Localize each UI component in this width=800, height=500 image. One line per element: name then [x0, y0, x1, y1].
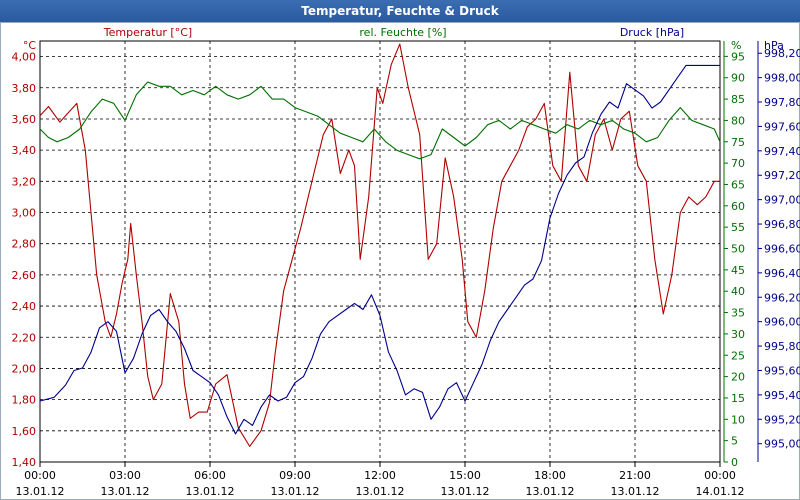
x-tick-date: 13.01.12: [356, 485, 405, 498]
pressure-tick-label: 997,40: [764, 145, 800, 158]
humidity-tick-label: 15: [731, 392, 745, 405]
temp-tick-label: 2,20: [12, 331, 37, 344]
temp-tick-label: 2,60: [12, 269, 37, 282]
x-tick-time: 15:00: [449, 469, 481, 482]
temp-tick-label: 3,80: [12, 82, 37, 95]
temp-tick-label: 1,60: [12, 425, 37, 438]
legend-temperature: Temperatur [°C]: [103, 26, 192, 39]
pressure-tick-label: 995,60: [764, 364, 800, 377]
pressure-tick-label: 996,80: [764, 218, 800, 231]
legend-pressure: Druck [hPa]: [620, 26, 684, 39]
pressure-tick-label: 997,80: [764, 96, 800, 109]
humidity-tick-label: 25: [731, 349, 745, 362]
temp-tick-label: 3,60: [12, 113, 37, 126]
temp-tick-label: 3,20: [12, 175, 37, 188]
legend-humidity: rel. Feuchte [%]: [359, 26, 446, 39]
temp-tick-label: 4,00: [12, 51, 37, 64]
humidity-tick-label: 60: [731, 200, 745, 213]
pressure-tick-label: 995,80: [764, 340, 800, 353]
x-tick-time: 18:00: [534, 469, 566, 482]
humidity-tick-label: 5: [731, 435, 738, 448]
temp-unit-label: °C: [23, 39, 37, 52]
temp-tick-label: 1,40: [12, 456, 37, 469]
x-tick-date: 14.01.12: [696, 485, 745, 498]
humidity-tick-label: 35: [731, 307, 745, 320]
humidity-line: [39, 81, 721, 160]
pressure-tick-label: 996,20: [764, 291, 800, 304]
x-tick-time: 09:00: [279, 469, 311, 482]
pressure-line: [39, 64, 720, 435]
humidity-tick-label: 20: [731, 371, 745, 384]
chart-title: Temperatur, Feuchte & Druck: [0, 0, 800, 22]
pressure-tick-label: 997,20: [764, 169, 800, 182]
humidity-unit-label: %: [731, 39, 741, 52]
temp-tick-label: 2,80: [12, 238, 37, 251]
pressure-tick-label: 998,00: [764, 72, 800, 85]
humidity-tick-label: 55: [731, 221, 745, 234]
humidity-tick-label: 10: [731, 413, 745, 426]
x-tick-time: 00:00: [24, 469, 56, 482]
pressure-tick-label: 996,60: [764, 242, 800, 255]
pressure-tick-label: 997,60: [764, 120, 800, 133]
temp-tick-label: 2,40: [12, 300, 37, 313]
x-tick-date: 13.01.12: [611, 485, 660, 498]
pressure-tick-label: 995,00: [764, 438, 800, 451]
pressure-tick-label: 996,00: [764, 316, 800, 329]
temperature-line: [39, 43, 720, 447]
x-tick-date: 13.01.12: [101, 485, 150, 498]
humidity-tick-label: 0: [731, 456, 738, 469]
x-tick-time: 00:00: [704, 469, 736, 482]
x-tick-time: 03:00: [109, 469, 141, 482]
x-tick-date: 13.01.12: [186, 485, 235, 498]
humidity-tick-label: 70: [731, 157, 745, 170]
humidity-tick-label: 80: [731, 114, 745, 127]
humidity-tick-label: 75: [731, 136, 745, 149]
pressure-unit-label: hPa: [764, 39, 784, 52]
humidity-tick-label: 40: [731, 285, 745, 298]
pressure-tick-label: 995,20: [764, 413, 800, 426]
x-tick-time: 12:00: [364, 469, 396, 482]
pressure-tick-label: 998,20: [764, 47, 800, 60]
humidity-tick-label: 50: [731, 243, 745, 256]
humidity-tick-label: 45: [731, 264, 745, 277]
humidity-tick-label: 95: [731, 50, 745, 63]
temp-tick-label: 1,80: [12, 394, 37, 407]
temp-tick-label: 3,40: [12, 144, 37, 157]
x-tick-date: 13.01.12: [526, 485, 575, 498]
humidity-tick-label: 65: [731, 178, 745, 191]
humidity-tick-label: 30: [731, 328, 745, 341]
humidity-tick-label: 85: [731, 93, 745, 106]
temp-tick-label: 3,00: [12, 207, 37, 220]
x-tick-date: 13.01.12: [271, 485, 320, 498]
x-tick-time: 21:00: [619, 469, 651, 482]
x-tick-time: 06:00: [194, 469, 226, 482]
pressure-tick-label: 997,00: [764, 194, 800, 207]
humidity-tick-label: 90: [731, 72, 745, 85]
temp-tick-label: 2,00: [12, 362, 37, 375]
x-tick-date: 13.01.12: [441, 485, 490, 498]
pressure-tick-label: 995,40: [764, 389, 800, 402]
x-tick-date: 13.01.12: [16, 485, 65, 498]
pressure-tick-label: 996,40: [764, 267, 800, 280]
